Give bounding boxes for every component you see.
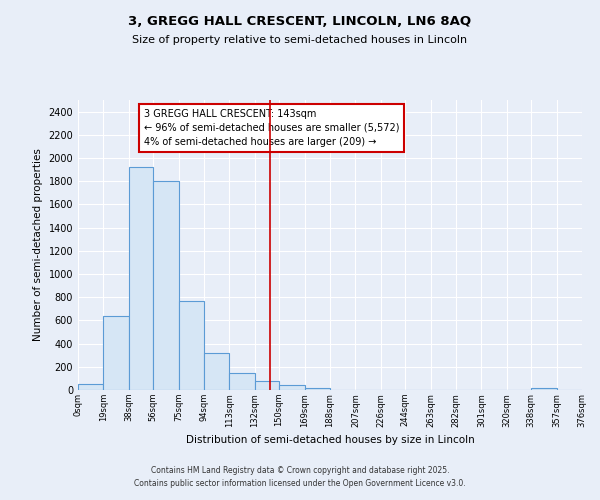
Bar bbox=[255, 382, 279, 390]
Bar bbox=[78, 384, 103, 390]
Text: 3, GREGG HALL CRESCENT, LINCOLN, LN6 8AQ: 3, GREGG HALL CRESCENT, LINCOLN, LN6 8AQ bbox=[128, 15, 472, 28]
Text: 3 GREGG HALL CRESCENT: 143sqm
← 96% of semi-detached houses are smaller (5,572)
: 3 GREGG HALL CRESCENT: 143sqm ← 96% of s… bbox=[143, 108, 399, 146]
Bar bbox=[204, 354, 229, 390]
Bar bbox=[305, 388, 330, 390]
Text: Size of property relative to semi-detached houses in Lincoln: Size of property relative to semi-detach… bbox=[133, 35, 467, 45]
Y-axis label: Number of semi-detached properties: Number of semi-detached properties bbox=[33, 148, 43, 342]
Bar bbox=[103, 316, 129, 390]
Bar bbox=[179, 300, 204, 390]
Bar bbox=[279, 386, 305, 390]
Bar bbox=[229, 373, 255, 390]
Bar bbox=[531, 388, 557, 390]
Bar bbox=[153, 181, 179, 390]
Text: Contains HM Land Registry data © Crown copyright and database right 2025.
Contai: Contains HM Land Registry data © Crown c… bbox=[134, 466, 466, 487]
X-axis label: Distribution of semi-detached houses by size in Lincoln: Distribution of semi-detached houses by … bbox=[185, 435, 475, 445]
Bar bbox=[129, 168, 153, 390]
